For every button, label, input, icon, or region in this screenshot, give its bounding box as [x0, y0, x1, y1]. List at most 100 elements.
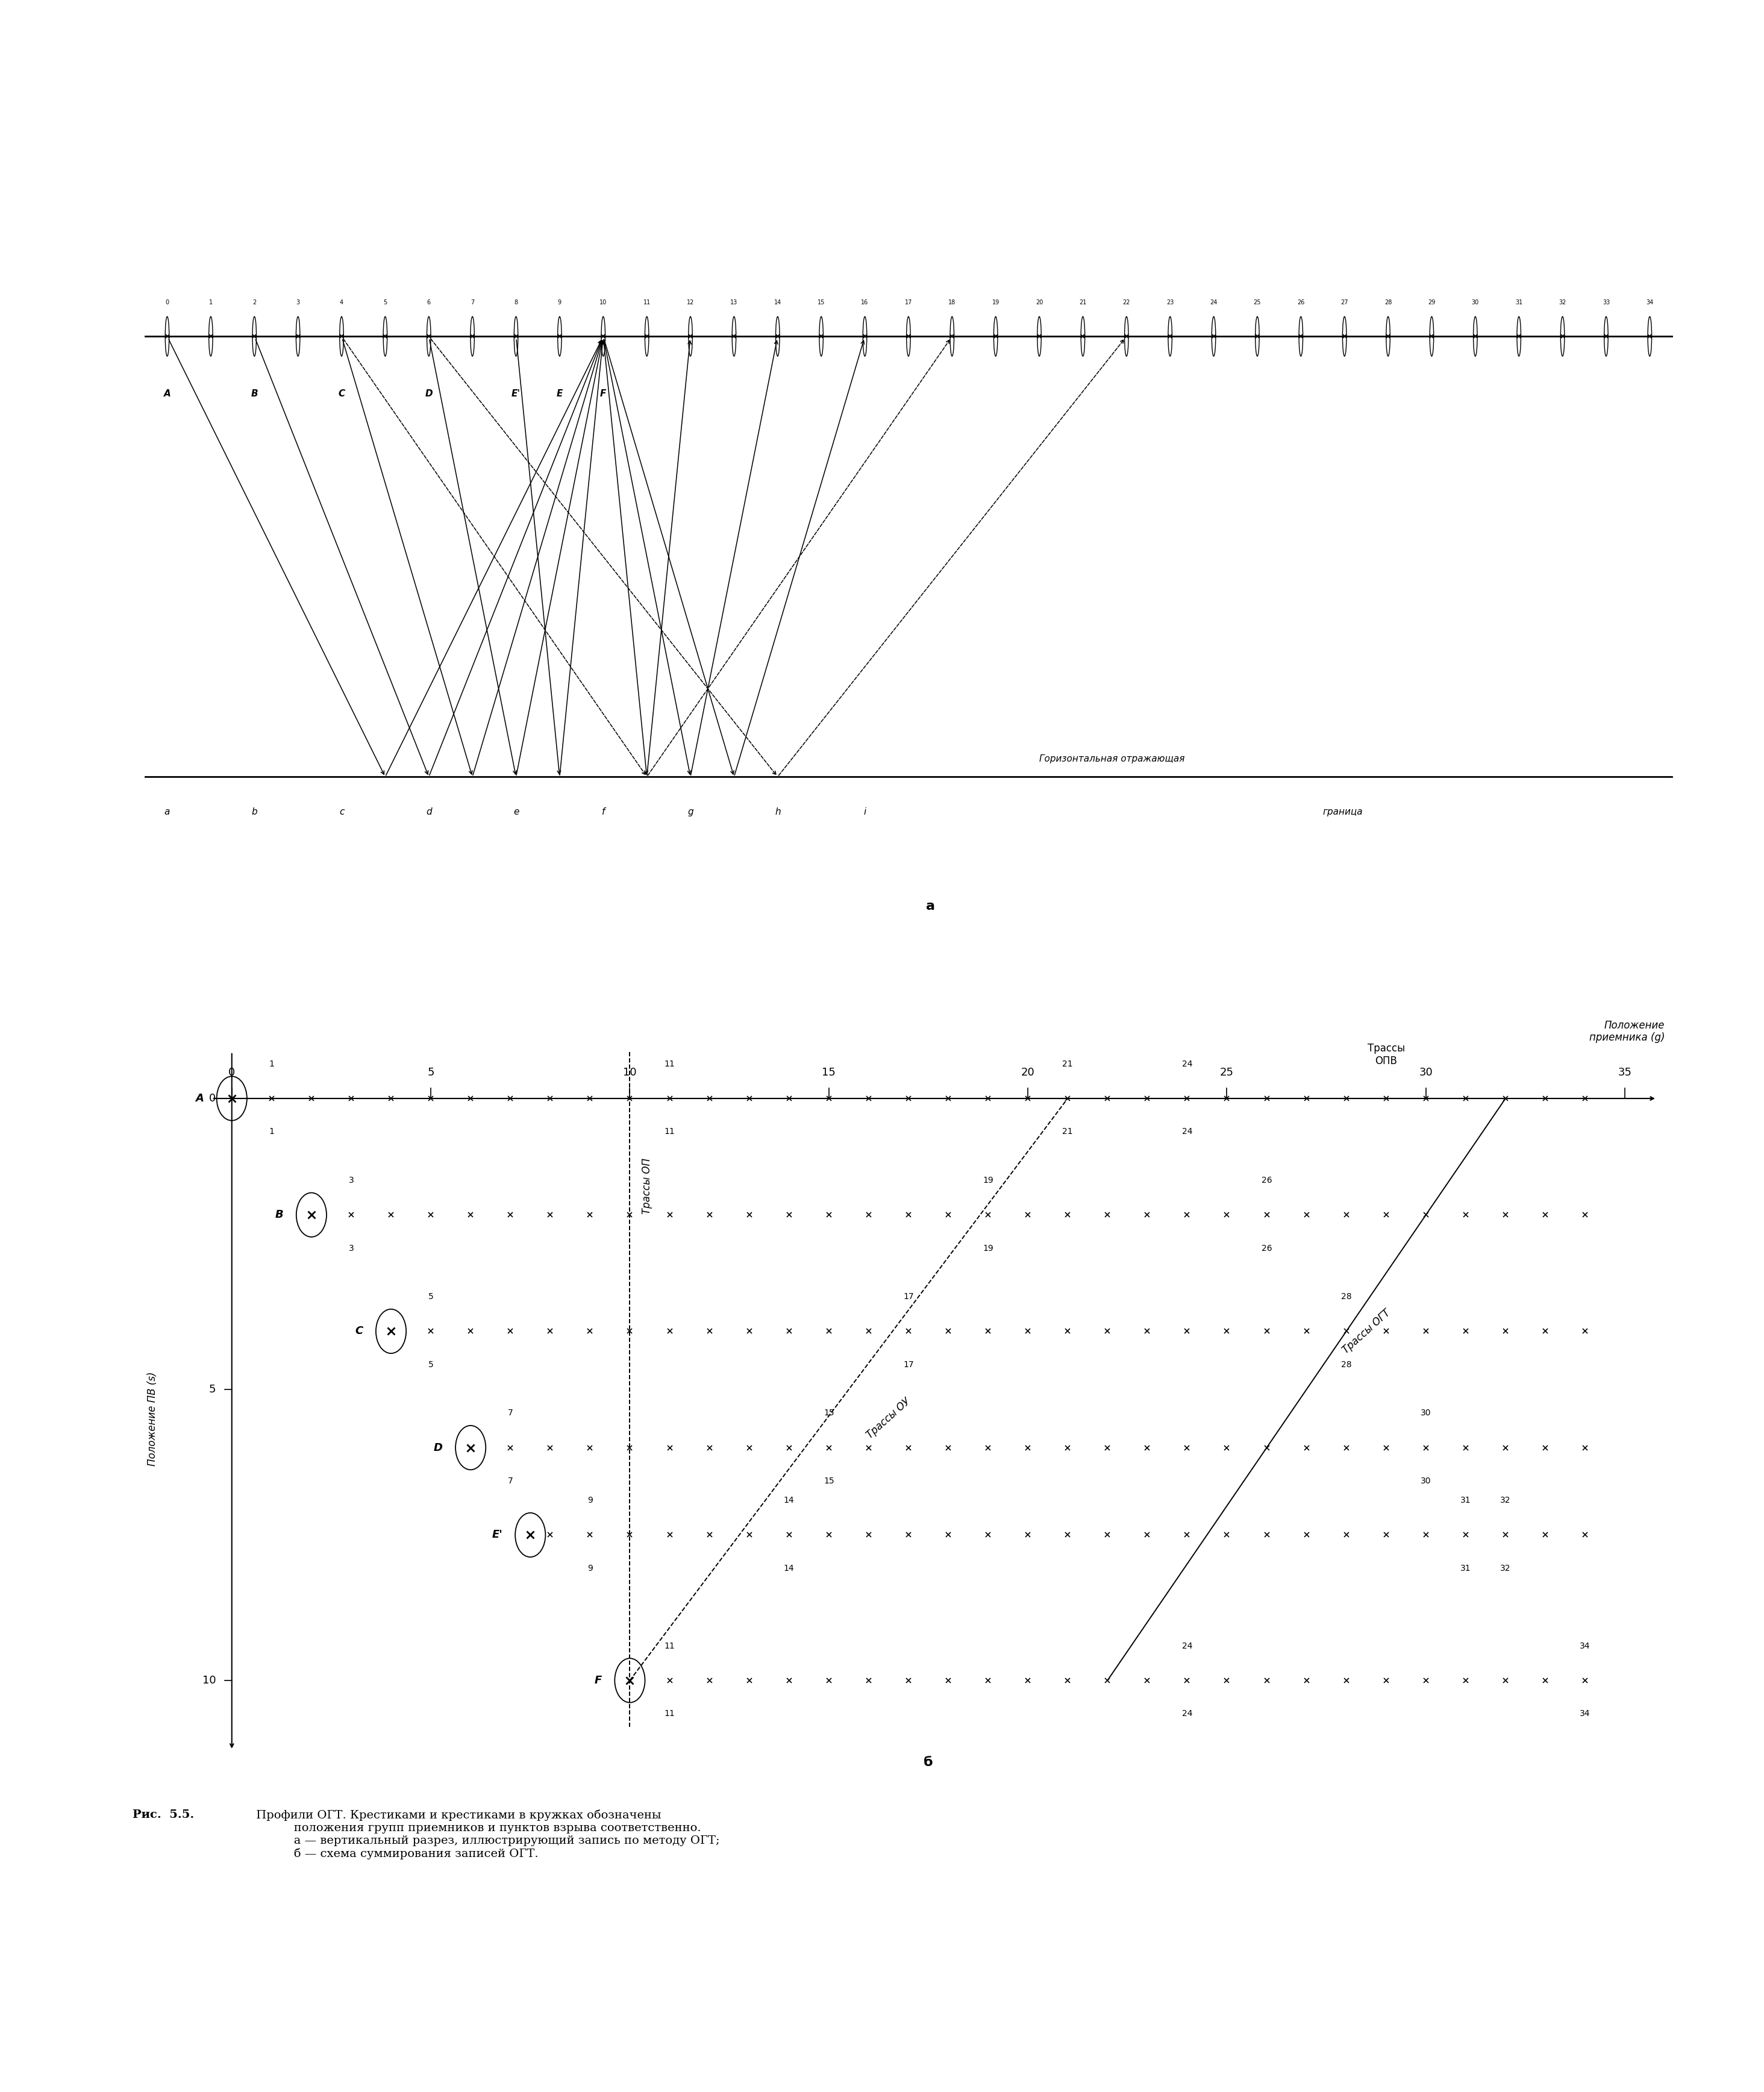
Text: 28: 28	[1341, 1293, 1351, 1301]
Text: Трассы ОГТ: Трассы ОГТ	[1341, 1308, 1392, 1356]
Text: 30: 30	[1420, 1477, 1431, 1485]
Text: 17: 17	[903, 1293, 914, 1301]
Text: E': E'	[492, 1529, 503, 1540]
Text: 28: 28	[1385, 299, 1392, 305]
Text: 21: 21	[1062, 1128, 1073, 1136]
Text: 31: 31	[1461, 1496, 1471, 1504]
Text: 15: 15	[817, 299, 826, 305]
Text: граница: граница	[1323, 808, 1364, 816]
Text: 12: 12	[686, 299, 695, 305]
Text: 18: 18	[949, 299, 956, 305]
Text: 25: 25	[1221, 1067, 1233, 1077]
Text: 24: 24	[1182, 1709, 1192, 1718]
Text: F: F	[594, 1676, 602, 1686]
Text: 19: 19	[983, 1176, 993, 1184]
Text: 6: 6	[427, 299, 430, 305]
Text: 22: 22	[1122, 299, 1131, 305]
Text: 7: 7	[508, 1477, 513, 1485]
Text: 7: 7	[508, 1408, 513, 1418]
Text: 8: 8	[513, 299, 519, 305]
Text: 21: 21	[1080, 299, 1087, 305]
Text: 4: 4	[340, 299, 344, 305]
Text: 9: 9	[587, 1565, 593, 1573]
Text: 31: 31	[1461, 1565, 1471, 1573]
Text: 14: 14	[774, 299, 781, 305]
Text: 30: 30	[1471, 299, 1478, 305]
Text: c: c	[339, 808, 344, 816]
Text: Профили ОГТ. Крестиками и крестиками в кружках обозначены
           положения г: Профили ОГТ. Крестиками и крестиками в к…	[252, 1810, 720, 1860]
Text: 24: 24	[1182, 1642, 1192, 1651]
Text: 0: 0	[228, 1067, 235, 1077]
Text: F: F	[600, 389, 607, 397]
Text: 33: 33	[1602, 299, 1611, 305]
Text: 34: 34	[1581, 1642, 1591, 1651]
Text: 20: 20	[1035, 299, 1043, 305]
Text: Горизонтальная отражающая: Горизонтальная отражающая	[1039, 755, 1185, 764]
Text: 34: 34	[1646, 299, 1653, 305]
Text: 24: 24	[1210, 299, 1217, 305]
Text: 35: 35	[1618, 1067, 1632, 1077]
Text: b: b	[252, 808, 258, 816]
Text: 1: 1	[268, 1061, 273, 1069]
Text: 21: 21	[1062, 1061, 1073, 1069]
Text: 17: 17	[903, 1360, 914, 1368]
Text: 9: 9	[587, 1496, 593, 1504]
Text: 10: 10	[623, 1067, 637, 1077]
Text: 0: 0	[166, 299, 169, 305]
Text: 5: 5	[427, 1067, 434, 1077]
Text: 9: 9	[557, 299, 561, 305]
Text: 24: 24	[1182, 1061, 1192, 1069]
Text: 19: 19	[991, 299, 1000, 305]
Text: Трассы
ОПВ: Трассы ОПВ	[1367, 1044, 1404, 1067]
Text: 16: 16	[861, 299, 868, 305]
Text: 11: 11	[665, 1709, 676, 1718]
Text: 0: 0	[210, 1092, 215, 1105]
Text: 24: 24	[1182, 1128, 1192, 1136]
Text: 31: 31	[1515, 299, 1522, 305]
Text: A: A	[196, 1092, 205, 1105]
Text: f: f	[602, 808, 605, 816]
Text: B: B	[275, 1209, 284, 1220]
Text: 10: 10	[203, 1676, 215, 1686]
Text: а: а	[926, 900, 935, 912]
Text: 14: 14	[783, 1565, 794, 1573]
Text: B: B	[250, 389, 258, 397]
Text: 15: 15	[822, 1067, 836, 1077]
Text: 15: 15	[824, 1408, 834, 1418]
Text: Положение ПВ (s): Положение ПВ (s)	[146, 1372, 157, 1466]
Text: 3: 3	[296, 299, 300, 305]
Text: 28: 28	[1341, 1360, 1351, 1368]
Text: 13: 13	[730, 299, 737, 305]
Text: 7: 7	[471, 299, 475, 305]
Text: g: g	[688, 808, 693, 816]
Text: 5: 5	[383, 299, 386, 305]
Text: 5: 5	[429, 1293, 434, 1301]
Text: 11: 11	[644, 299, 651, 305]
Text: h: h	[774, 808, 780, 816]
Text: Положение
приемника (g): Положение приемника (g)	[1589, 1021, 1665, 1044]
Text: 11: 11	[665, 1642, 676, 1651]
Text: 26: 26	[1261, 1245, 1272, 1253]
Text: 23: 23	[1166, 299, 1173, 305]
Text: 30: 30	[1418, 1067, 1432, 1077]
Text: C: C	[339, 389, 346, 397]
Text: d: d	[425, 808, 432, 816]
Text: Рис.  5.5.: Рис. 5.5.	[132, 1810, 194, 1820]
Text: D: D	[434, 1441, 443, 1454]
Text: 14: 14	[783, 1496, 794, 1504]
Text: 3: 3	[349, 1176, 355, 1184]
Text: 20: 20	[1021, 1067, 1035, 1077]
Text: 29: 29	[1429, 299, 1436, 305]
Text: Трассы ОП: Трассы ОП	[642, 1157, 653, 1213]
Text: E: E	[556, 389, 563, 397]
Text: 17: 17	[905, 299, 912, 305]
Text: 2: 2	[252, 299, 256, 305]
Text: 5: 5	[208, 1385, 215, 1395]
Text: 11: 11	[665, 1128, 676, 1136]
Text: 15: 15	[824, 1477, 834, 1485]
Text: 3: 3	[349, 1245, 355, 1253]
Text: Трассы ОУ: Трассы ОУ	[864, 1395, 912, 1441]
Text: 26: 26	[1261, 1176, 1272, 1184]
Text: 1: 1	[268, 1128, 273, 1136]
Text: C: C	[355, 1326, 363, 1337]
